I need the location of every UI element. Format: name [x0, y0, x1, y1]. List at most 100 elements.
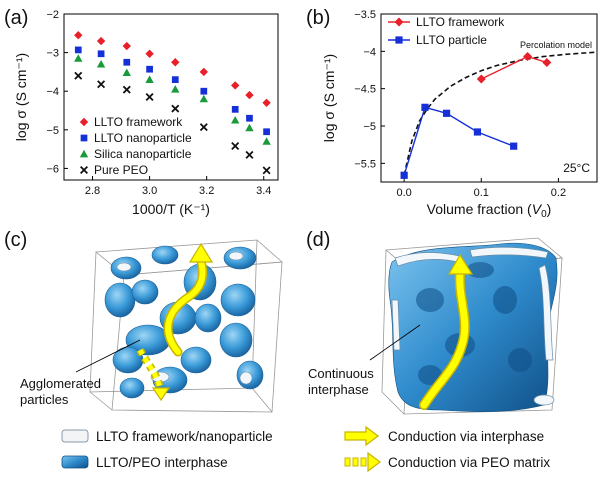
- y-tick-label-a: −6: [46, 163, 59, 175]
- legend-label-a: Pure PEO: [94, 163, 148, 177]
- data-point-a: [200, 87, 208, 95]
- peo-path-fill-c: [137, 348, 163, 389]
- data-point-a: [96, 36, 106, 46]
- data-point-a: [146, 65, 153, 73]
- x-tick-label-a: 3.2: [199, 185, 214, 197]
- legend-label-via-interphase: Conduction via interphase: [388, 429, 544, 444]
- framework-cores-d: [391, 246, 555, 406]
- legend-marker-b: [395, 36, 403, 44]
- temperature-label: 25°C: [563, 161, 590, 175]
- callout-line-d: [369, 324, 421, 361]
- data-point-a: [145, 75, 154, 83]
- x-axis-title-a: 1000/T (K⁻¹): [132, 201, 210, 217]
- data-point-a: [171, 58, 180, 67]
- percolation-model-label: Percolation model: [520, 40, 592, 50]
- data-point-a: [97, 50, 105, 58]
- data-point-a: [74, 54, 83, 62]
- data-point-a: [245, 123, 254, 132]
- y-tick-label-b: −4.5: [354, 84, 376, 96]
- data-point-a: [231, 142, 240, 151]
- legend-label-interphase: LLTO/PEO interphase: [96, 455, 228, 470]
- data-point-a: [231, 105, 239, 113]
- dash-icon-1: [344, 457, 351, 467]
- panel-c-illustration: (c): [4, 229, 283, 413]
- y-tick-label-b: −5.5: [354, 158, 376, 170]
- legend-label-a: Silica nanoparticle: [94, 147, 192, 161]
- plot-frame-a: [63, 13, 279, 181]
- data-point-a: [246, 114, 253, 122]
- legend-framework-nanoparticle: LLTO framework/nanoparticle: [61, 429, 273, 444]
- arrow-head-d: [447, 253, 474, 275]
- data-point-b: [510, 142, 518, 150]
- x-axis-title-b: Volume fraction (V0): [427, 201, 552, 220]
- legend-label-a: LLTO framework: [94, 115, 183, 129]
- percolation-model-curve: [403, 51, 598, 176]
- legend-via-interphase: Conduction via interphase: [344, 425, 544, 447]
- data-point-a: [122, 41, 131, 51]
- legend-via-peo: Conduction via PEO matrix: [344, 451, 550, 473]
- legend-label-via-peo: Conduction via PEO matrix: [388, 455, 550, 470]
- panel-b: (b) 0.0 0.1 0.2 −5.5 −5 −4.5 −4 −3.5 LLTO frame…: [306, 7, 598, 220]
- data-point-a: [74, 71, 83, 80]
- peo-arrow-head-c: [151, 387, 171, 402]
- data-point-a: [171, 85, 180, 93]
- data-point-a: [231, 115, 240, 124]
- y-tick-label-a: −4: [46, 86, 59, 98]
- data-point-a: [171, 104, 180, 113]
- panel-label-d: (d): [306, 229, 330, 251]
- data-point-a: [74, 31, 83, 40]
- arrow-head-c: [188, 242, 214, 263]
- data-point-a: [245, 150, 254, 159]
- data-point-a: [199, 123, 208, 132]
- data-point-a: [145, 49, 154, 58]
- data-point-a: [122, 68, 131, 77]
- data-point-a: [74, 46, 82, 54]
- y-tick-label-a: −5: [46, 125, 59, 137]
- x-tick-label-a: 3.4: [256, 185, 271, 197]
- c-label-line1: Agglomerated: [20, 376, 101, 391]
- data-point-a: [262, 137, 271, 145]
- x-tick-label-b: 0.0: [396, 187, 411, 199]
- data-point-b: [421, 103, 429, 111]
- data-point-b: [442, 109, 451, 117]
- y-axis-title-a: log σ (S cm⁻¹): [13, 53, 29, 141]
- y-tick-label-b: −4: [363, 46, 376, 58]
- series-line-b: [403, 106, 514, 176]
- data-point-b: [473, 128, 482, 136]
- panel-label-c: (c): [4, 229, 27, 251]
- d-label-line1: Continuous: [308, 366, 374, 381]
- legend-marker-a: [79, 117, 89, 127]
- legend-label-b: LLTO framework: [416, 15, 505, 29]
- panel-d-illustration: (d) Continuous: [306, 229, 563, 415]
- data-point-a: [199, 67, 209, 77]
- panel-a: (a) 2.8 3.0 3.2 3.4 −6 −5 −4 −3 −2 LLTO framewor…: [4, 7, 279, 217]
- dash-icon-2: [352, 457, 359, 467]
- framework-swatch: [61, 429, 89, 443]
- x-tick-label-b: 0.1: [474, 187, 489, 199]
- callout-line-c: [75, 339, 141, 373]
- data-point-a: [262, 166, 271, 175]
- panel-label-a: (a): [4, 7, 28, 29]
- legend-label-b: LLTO particle: [416, 33, 487, 47]
- data-point-b: [400, 171, 408, 179]
- y-axis-title-b: log σ (S cm⁻¹): [321, 54, 337, 142]
- legend-marker-a: [79, 149, 89, 158]
- bottom-legend: LLTO framework/nanoparticle LLTO/PEO int…: [61, 425, 550, 473]
- panel-label-b: (b): [306, 7, 330, 29]
- data-point-a: [263, 128, 270, 136]
- data-point-a: [145, 93, 154, 101]
- data-point-a: [245, 90, 254, 100]
- data-point-a: [97, 80, 106, 89]
- c-label-line2: particles: [20, 392, 69, 407]
- data-point-a: [262, 98, 271, 107]
- dashed-arrow-icon: [367, 451, 381, 473]
- data-point-a: [123, 58, 131, 66]
- data-point-a: [96, 59, 106, 68]
- data-point-b: [523, 52, 533, 62]
- x-tick-label-b: 0.2: [551, 187, 566, 199]
- y-tick-label-b: −3.5: [354, 9, 376, 21]
- data-point-a: [122, 85, 131, 94]
- y-tick-label-a: −3: [46, 48, 59, 60]
- y-tick-label-b: −5: [363, 121, 376, 133]
- y-tick-label-a: −2: [46, 9, 59, 21]
